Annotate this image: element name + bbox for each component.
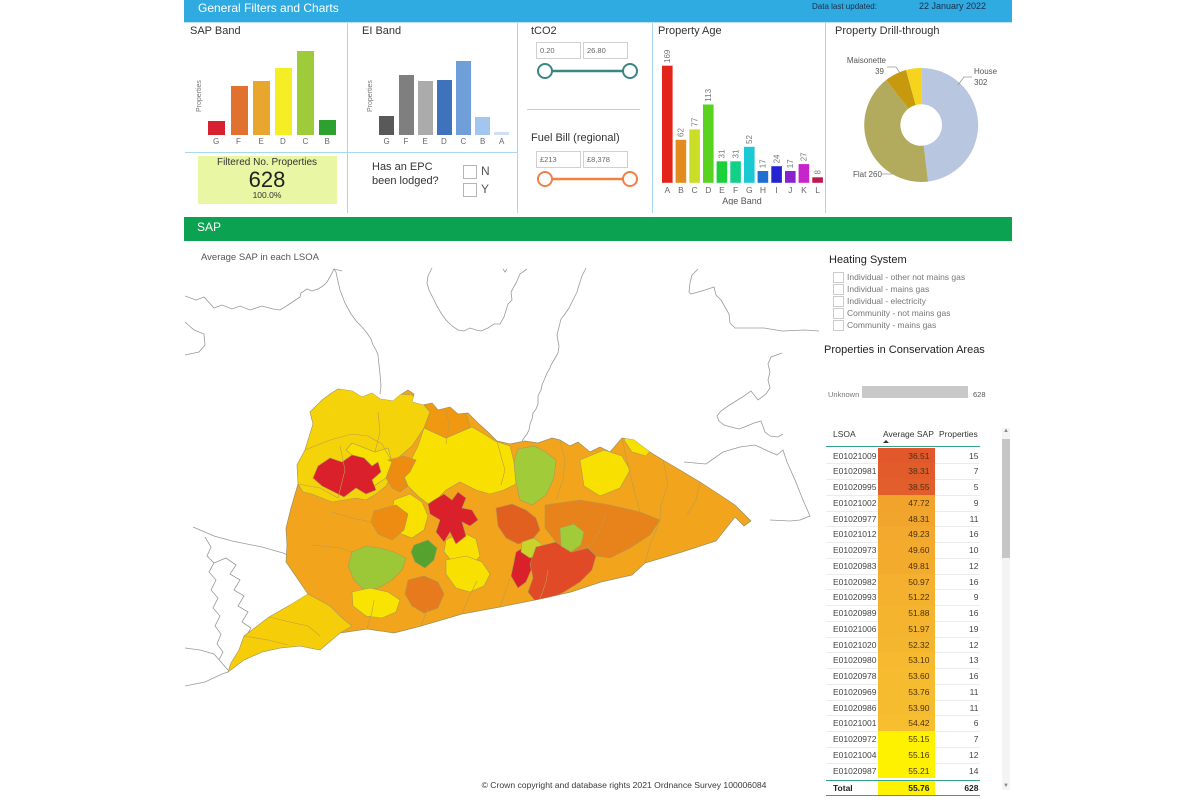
- svg-text:24: 24: [772, 154, 781, 163]
- svg-text:77: 77: [690, 117, 699, 126]
- svg-text:J: J: [788, 185, 792, 195]
- svg-text:52: 52: [745, 135, 754, 144]
- svg-text:House: House: [974, 67, 998, 76]
- svg-text:17: 17: [759, 159, 768, 168]
- svg-text:Maisonette: Maisonette: [847, 56, 887, 65]
- svg-text:C: C: [692, 185, 698, 195]
- svg-text:A: A: [664, 185, 670, 195]
- svg-text:K: K: [801, 185, 807, 195]
- svg-text:L: L: [815, 185, 820, 195]
- svg-text:39: 39: [875, 67, 884, 76]
- svg-text:302: 302: [974, 78, 988, 87]
- svg-text:E: E: [719, 185, 725, 195]
- svg-text:B: B: [678, 185, 684, 195]
- svg-text:Flat 260: Flat 260: [853, 170, 882, 179]
- svg-text:31: 31: [718, 149, 727, 158]
- svg-text:169: 169: [663, 49, 672, 63]
- svg-text:27: 27: [800, 152, 809, 161]
- svg-text:113: 113: [704, 88, 713, 101]
- svg-text:H: H: [760, 185, 766, 195]
- svg-text:I: I: [775, 185, 777, 195]
- svg-text:F: F: [733, 185, 738, 195]
- svg-text:17: 17: [786, 159, 795, 168]
- svg-text:31: 31: [731, 149, 740, 158]
- svg-text:8: 8: [813, 170, 822, 175]
- svg-text:Age Band: Age Band: [722, 196, 762, 205]
- svg-text:G: G: [746, 185, 753, 195]
- svg-text:D: D: [705, 185, 711, 195]
- svg-text:62: 62: [677, 128, 686, 137]
